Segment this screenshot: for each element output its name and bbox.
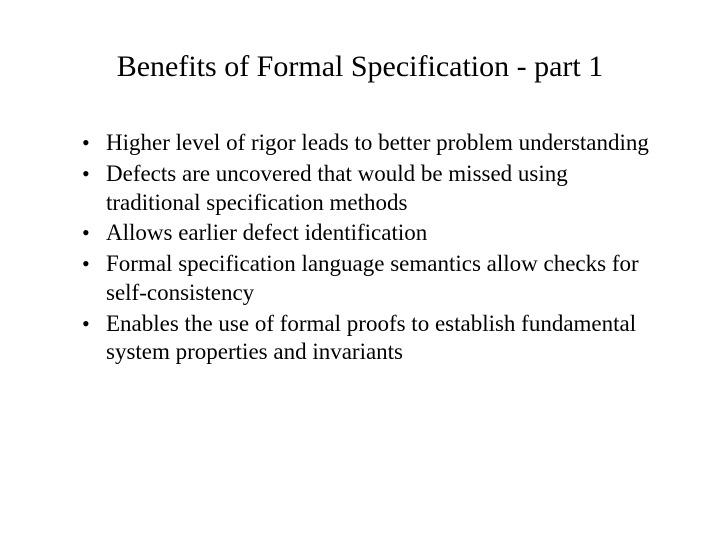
bullet-item: Higher level of rigor leads to better pr… <box>78 129 650 158</box>
slide-title: Benefits of Formal Specification - part … <box>70 50 650 84</box>
bullet-item: Defects are uncovered that would be miss… <box>78 160 650 218</box>
slide: Benefits of Formal Specification - part … <box>0 0 720 540</box>
bullet-item: Allows earlier defect identification <box>78 219 650 248</box>
bullet-item: Formal specification language semantics … <box>78 250 650 308</box>
bullet-list: Higher level of rigor leads to better pr… <box>70 129 650 367</box>
bullet-item: Enables the use of formal proofs to esta… <box>78 310 650 368</box>
